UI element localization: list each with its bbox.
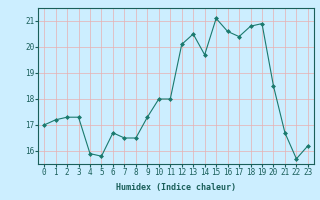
X-axis label: Humidex (Indice chaleur): Humidex (Indice chaleur) bbox=[116, 183, 236, 192]
